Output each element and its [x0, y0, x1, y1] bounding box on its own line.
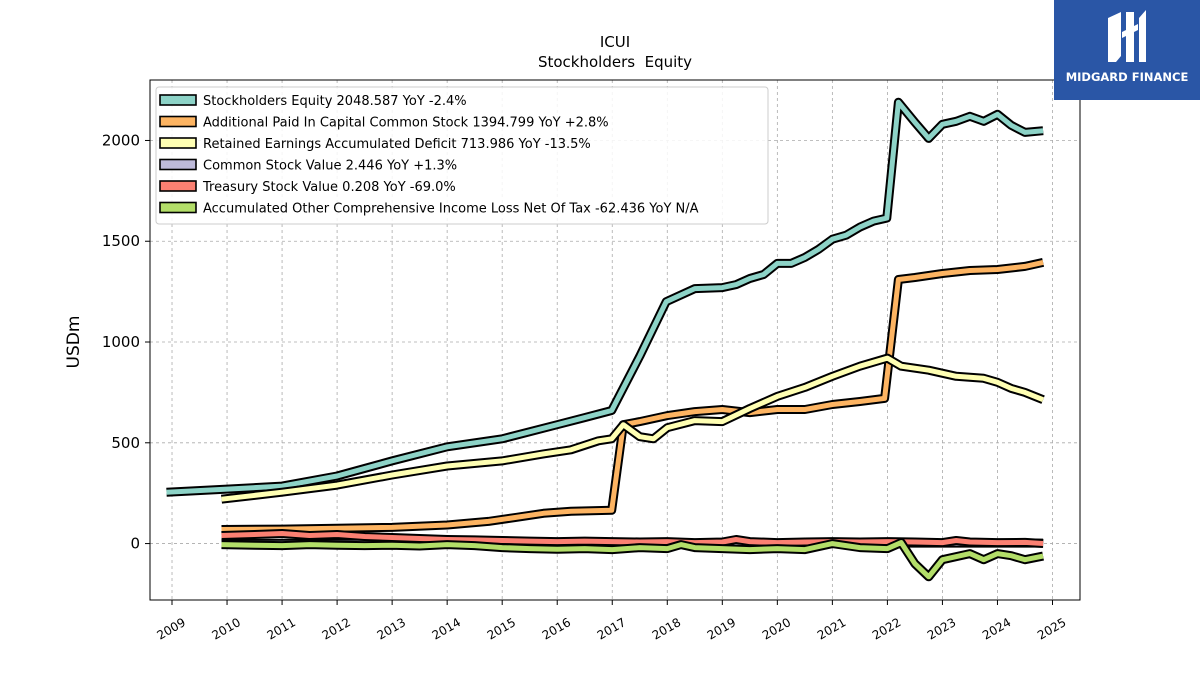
- y-axis-label: USDm: [64, 316, 84, 369]
- series-line: [221, 540, 1044, 580]
- x-tick-label: 2009: [155, 615, 188, 642]
- x-tick-label: 2010: [210, 615, 243, 642]
- chart-subtitle: Stockholders Equity: [538, 53, 692, 71]
- x-tick-label: 2014: [430, 615, 463, 642]
- x-tick-label: 2018: [650, 615, 683, 642]
- logo-mark-icon: [1108, 10, 1146, 62]
- y-tick-label: 0: [130, 535, 140, 553]
- x-tick-label: 2022: [870, 615, 903, 642]
- y-tick-label: 2000: [102, 131, 140, 149]
- legend-swatch: [159, 158, 197, 171]
- axes-frame: [149, 79, 1081, 601]
- x-tick-label: 2015: [485, 615, 518, 642]
- chart-title: ICUI: [600, 33, 630, 51]
- legend-swatch: [159, 115, 197, 128]
- x-tick-label: 2023: [925, 615, 958, 642]
- x-tick-label: 2011: [265, 615, 298, 642]
- x-tick-label: 2021: [815, 615, 848, 642]
- x-tick-label: 2025: [1035, 615, 1068, 642]
- series-line: [221, 531, 1044, 546]
- x-tick-label: 2020: [760, 615, 793, 642]
- y-tick-label: 500: [111, 434, 140, 452]
- x-tick-label: 2017: [595, 615, 628, 642]
- series-line: [221, 355, 1045, 502]
- x-tick-label: 2019: [705, 615, 738, 642]
- legend-swatch: [159, 201, 197, 214]
- legend-swatch: [159, 180, 197, 192]
- midgard-finance-logo: MIDGARD FINANCE: [1054, 0, 1200, 100]
- legend-entry: Retained Earnings Accumulated Deficit 71…: [203, 137, 591, 152]
- logo-text: MIDGARD FINANCE: [1065, 70, 1189, 84]
- legend-entry: Accumulated Other Comprehensive Income L…: [203, 202, 699, 217]
- legend: Stockholders Equity 2048.587 YoY -2.4% Ad…: [155, 86, 769, 225]
- series-lines: [166, 97, 1045, 582]
- legend-box: [155, 86, 769, 225]
- legend-swatch: [159, 94, 197, 106]
- y-tick-label: 1000: [102, 333, 140, 351]
- series-line: [166, 99, 1044, 495]
- x-tick-label: 2012: [320, 615, 353, 642]
- series-line: [221, 259, 1044, 532]
- x-tick-label: 2016: [540, 615, 573, 642]
- x-tick-label: 2024: [980, 615, 1013, 642]
- legend-entry: Stockholders Equity 2048.587 YoY -2.4%: [203, 94, 467, 109]
- legend-entry: Treasury Stock Value 0.208 YoY -69.0%: [202, 180, 456, 195]
- series-line-outline: [221, 258, 1045, 534]
- y-tick-label: 1500: [102, 232, 140, 250]
- legend-swatch: [159, 137, 197, 149]
- x-tick-label: 2013: [375, 615, 408, 642]
- legend-entry: Additional Paid In Capital Common Stock …: [203, 116, 609, 131]
- legend-entry: Common Stock Value 2.446 YoY +1.3%: [203, 159, 457, 174]
